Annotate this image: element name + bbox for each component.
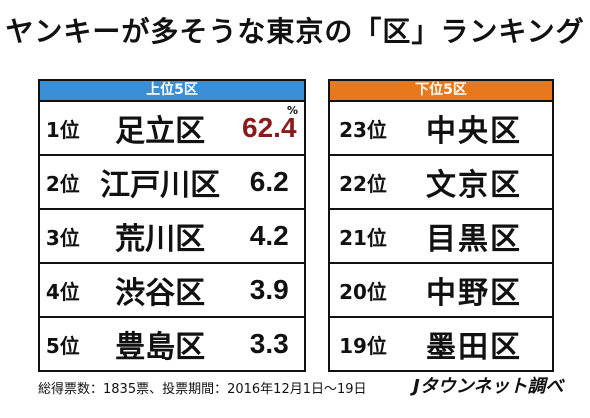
table-row: 2位 江戸川区 6.2 — [40, 154, 304, 208]
ward-name: 中央区 — [426, 114, 522, 149]
ward-name: 渋谷区 — [115, 276, 206, 311]
table-row: 5位 豊島区 3.3 — [40, 316, 304, 370]
rank-label: 2位 — [45, 171, 80, 196]
ward-name: 荒川区 — [115, 222, 206, 257]
ward-name: 中野区 — [426, 276, 522, 311]
rank-label: 20位 — [339, 279, 387, 304]
ward-name: 文京区 — [426, 168, 522, 203]
table-row: 1位 足立区 62.4 % — [40, 102, 304, 154]
rank-label: 23位 — [339, 117, 387, 142]
percent-value: 3.9 — [249, 274, 289, 305]
table-row: 22位 文京区 — [330, 154, 552, 208]
percent-value: 62.4 — [242, 112, 297, 143]
bottom5-rows: 23位 中央区 22位 文京区 21位 目黒区 20位 中野区 19位 墨田区 — [328, 100, 554, 372]
ward-name: 江戸川区 — [100, 168, 221, 203]
percent-value: 3.3 — [249, 328, 289, 359]
ward-name: 豊島区 — [115, 330, 206, 365]
table-row: 23位 中央区 — [330, 102, 552, 154]
rank-label: 19位 — [339, 333, 387, 358]
rank-label: 21位 — [339, 225, 387, 250]
top5-header: 上位5区 — [38, 79, 306, 100]
bottom5-header: 下位5区 — [328, 79, 554, 100]
ward-name: 足立区 — [115, 114, 206, 149]
percent-value: 4.2 — [249, 220, 289, 251]
rank-label: 1位 — [45, 117, 80, 142]
ward-name: 目黒区 — [426, 222, 522, 257]
ward-name: 墨田区 — [426, 330, 522, 365]
rank-label: 22位 — [339, 171, 387, 196]
table-row: 3位 荒川区 4.2 — [40, 208, 304, 262]
percent-value: 6.2 — [249, 166, 289, 197]
chart-title: ヤンキーが多そうな東京の「区」ランキング — [5, 15, 585, 48]
table-row: 20位 中野区 — [330, 262, 552, 316]
rank-label: 3位 — [45, 225, 80, 250]
bottom5-panel: 下位5区 23位 中央区 22位 文京区 21位 目黒区 20位 中野区 19位… — [328, 79, 554, 372]
top5-rows: 1位 足立区 62.4 % 2位 江戸川区 6.2 3位 荒川区 4.2 4位 … — [38, 100, 306, 372]
brand-logo: Jタウンネット調べ — [413, 376, 564, 397]
percent-unit: % — [286, 104, 298, 117]
top5-panel: 上位5区 1位 足立区 62.4 % 2位 江戸川区 6.2 3位 荒川区 4.… — [38, 79, 306, 372]
table-row: 4位 渋谷区 3.9 — [40, 262, 304, 316]
table-row: 21位 目黒区 — [330, 208, 552, 262]
rank-label: 5位 — [45, 333, 80, 358]
table-row: 19位 墨田区 — [330, 316, 552, 370]
survey-note: 総得票数：1835票、投票期間：2016年12月1日〜19日 — [38, 382, 367, 397]
rank-label: 4位 — [45, 279, 80, 304]
